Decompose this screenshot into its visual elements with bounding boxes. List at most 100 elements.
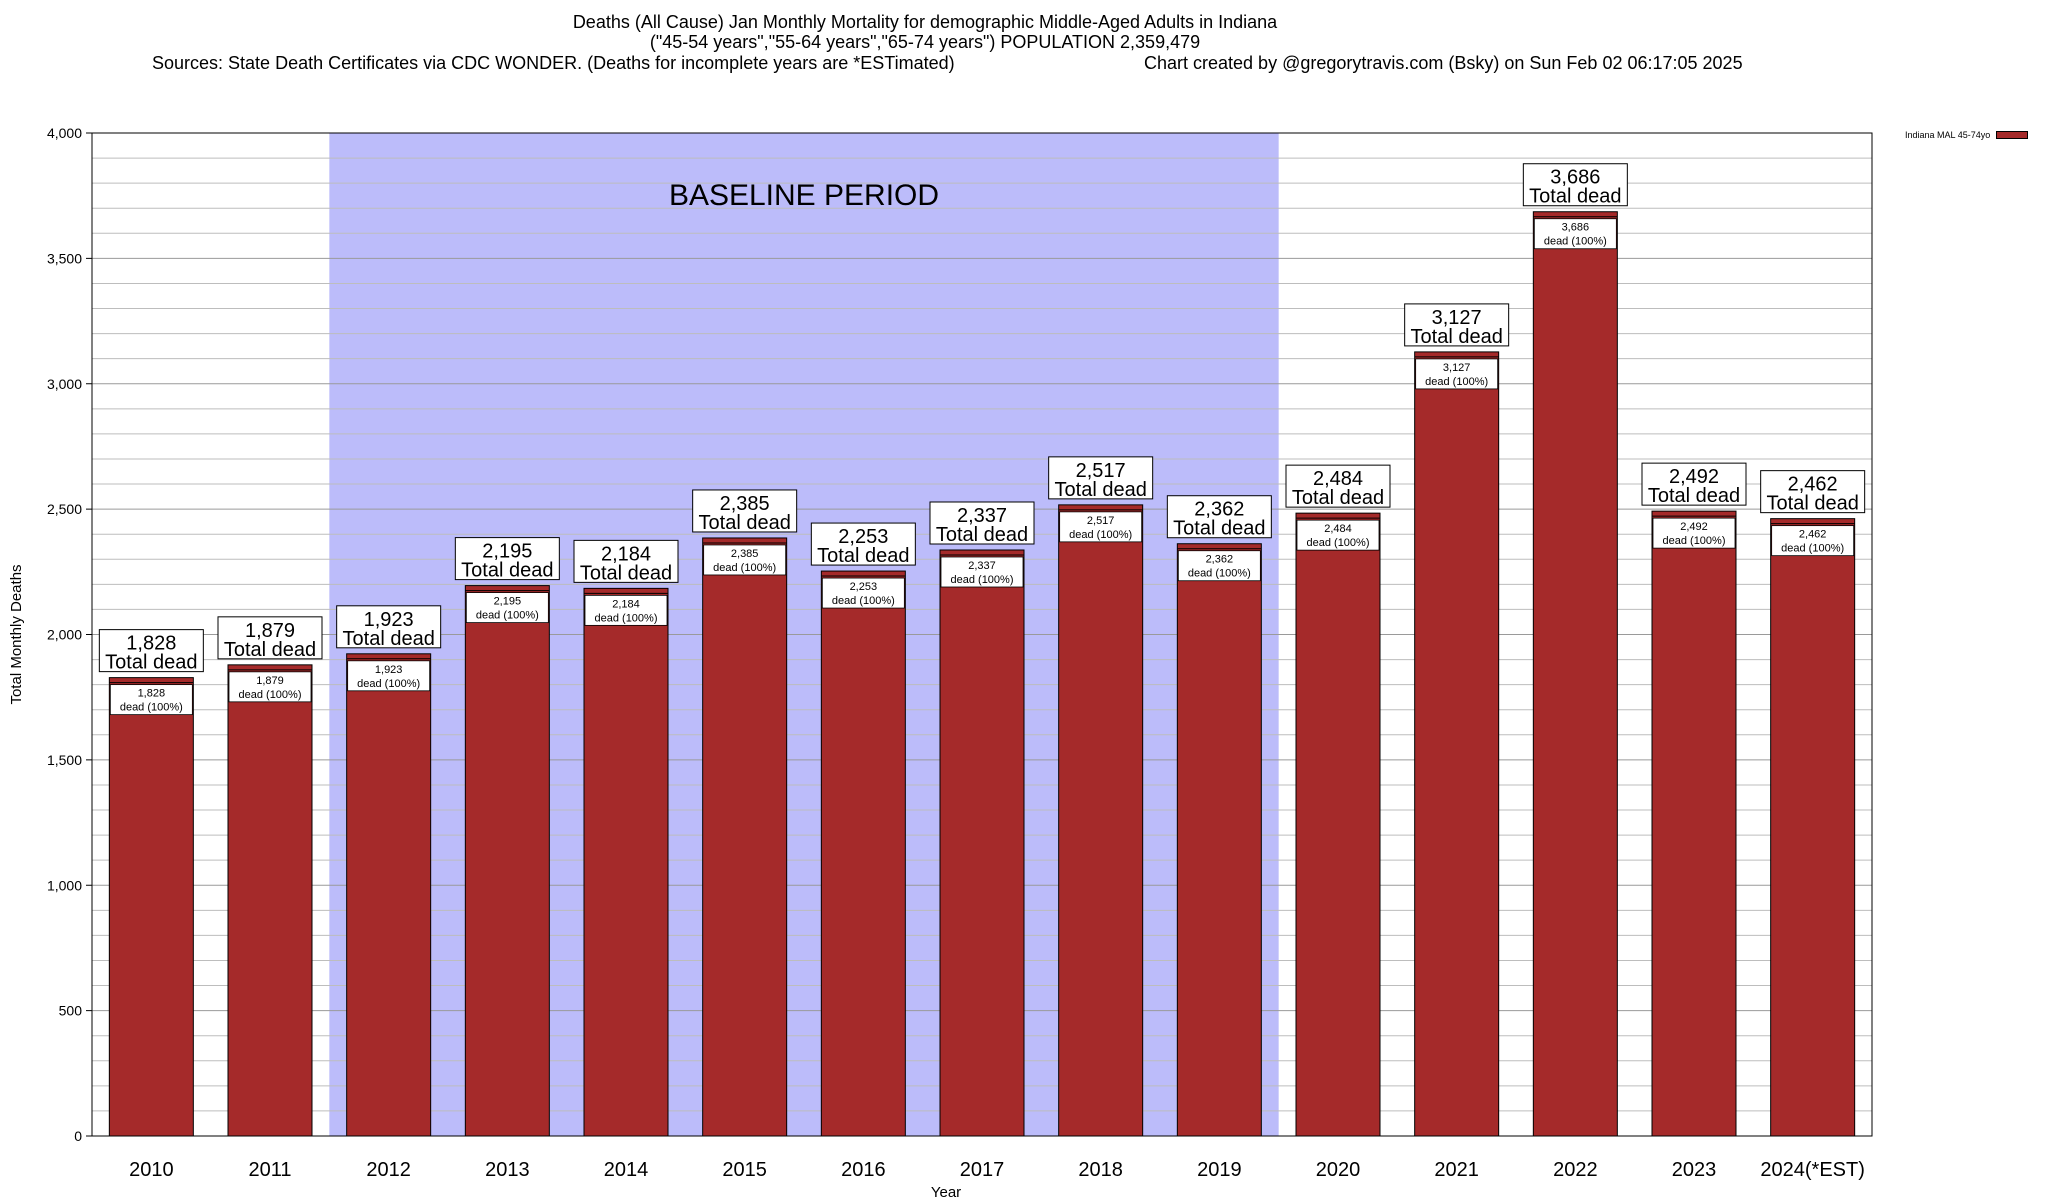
top-total-label: Total dead xyxy=(1767,493,1859,515)
top-total-label: Total dead xyxy=(105,652,197,674)
x-tick-label: 2011 xyxy=(248,1159,291,1181)
inner-percent-label: dead (100%) xyxy=(713,562,776,574)
x-tick-label: 2010 xyxy=(129,1159,174,1181)
inner-value-label: 3,127 xyxy=(1443,362,1471,374)
top-total-label: Total dead xyxy=(1529,186,1621,208)
inner-percent-label: dead (100%) xyxy=(239,689,302,701)
chart-credit: Chart created by @gregorytravis.com (Bsk… xyxy=(1144,53,1743,73)
inner-label-box xyxy=(465,592,549,624)
top-total-label: Total dead xyxy=(224,639,316,661)
inner-value-label: 2,184 xyxy=(612,598,640,610)
x-tick-label: 2012 xyxy=(366,1159,411,1181)
y-tick-label: 500 xyxy=(59,1003,83,1019)
legend-label: Indiana MAL 45-74yo xyxy=(1905,130,1991,140)
top-total-label: Total dead xyxy=(343,628,435,650)
y-tick-label: 2,500 xyxy=(47,501,82,517)
inner-label-box xyxy=(1415,358,1499,390)
legend-swatch xyxy=(1996,131,2029,139)
top-label-box xyxy=(217,616,323,660)
inner-value-label: 2,492 xyxy=(1680,521,1708,533)
x-tick-label: 2019 xyxy=(1197,1159,1242,1181)
x-tick-label: 2024(*EST) xyxy=(1760,1159,1865,1181)
bar xyxy=(464,585,550,1137)
top-label-box xyxy=(1048,456,1154,500)
top-total-label: Total dead xyxy=(817,545,909,567)
inner-value-label: 3,686 xyxy=(1562,222,1590,234)
inner-value-label: 1,828 xyxy=(138,688,166,700)
x-tick-label: 2021 xyxy=(1434,1159,1479,1181)
inner-label-box xyxy=(1296,519,1380,551)
bar xyxy=(1414,351,1500,1137)
inner-value-label: 1,923 xyxy=(375,664,403,676)
x-tick-label: 2016 xyxy=(841,1159,886,1181)
bar xyxy=(939,549,1025,1137)
y-tick-label: 1,500 xyxy=(47,752,82,768)
chart-title: Deaths (All Cause) Jan Monthly Mortality… xyxy=(572,12,1278,32)
inner-percent-label: dead (100%) xyxy=(1544,236,1607,248)
bar xyxy=(702,537,788,1137)
inner-value-label: 2,362 xyxy=(1206,554,1234,566)
top-label-box xyxy=(692,489,798,533)
bar xyxy=(820,570,906,1137)
inner-percent-label: dead (100%) xyxy=(832,595,895,607)
top-total-label: Total dead xyxy=(1292,487,1384,509)
y-axis-title: Total Monthly Deaths xyxy=(8,564,25,704)
top-value-label: 3,127 xyxy=(1432,307,1482,329)
top-total-label: Total dead xyxy=(1648,485,1740,507)
top-label-box xyxy=(336,605,442,649)
top-value-label: 1,923 xyxy=(364,609,414,631)
x-tick-label: 2017 xyxy=(960,1159,1005,1181)
inner-label-box xyxy=(703,544,787,576)
top-value-label: 2,517 xyxy=(1076,460,1126,482)
x-tick-label: 2023 xyxy=(1672,1159,1717,1181)
inner-label-box xyxy=(821,577,905,609)
bar xyxy=(227,664,313,1137)
top-total-label: Total dead xyxy=(580,562,672,584)
bar xyxy=(1651,510,1737,1137)
y-tick-label: 0 xyxy=(74,1128,82,1144)
top-label-box xyxy=(573,539,679,583)
inner-value-label: 2,195 xyxy=(494,596,522,608)
inner-percent-label: dead (100%) xyxy=(476,610,539,622)
inner-label-box xyxy=(1177,550,1261,582)
top-label-box xyxy=(1285,464,1391,508)
inner-label-box xyxy=(347,660,431,692)
top-label-box xyxy=(1166,495,1272,539)
top-value-label: 2,253 xyxy=(838,526,888,548)
inner-label-box xyxy=(228,671,312,703)
chart-legend: Indiana MAL 45-74yo xyxy=(1905,130,2029,140)
inner-label-box xyxy=(1533,218,1617,250)
inner-percent-label: dead (100%) xyxy=(951,574,1014,586)
bar xyxy=(108,677,194,1137)
x-tick-label: 2014 xyxy=(604,1159,649,1181)
inner-percent-label: dead (100%) xyxy=(1781,543,1844,555)
inner-value-label: 2,462 xyxy=(1799,529,1827,541)
top-value-label: 2,484 xyxy=(1313,468,1363,490)
bar xyxy=(1058,504,1144,1137)
x-tick-label: 2020 xyxy=(1316,1159,1361,1181)
top-label-box xyxy=(929,501,1035,545)
inner-percent-label: dead (100%) xyxy=(1663,535,1726,547)
inner-value-label: 2,337 xyxy=(968,560,996,572)
baseline-period-label: BASELINE PERIOD xyxy=(669,179,939,212)
y-tick-label: 2,000 xyxy=(47,627,82,643)
bar xyxy=(1532,211,1618,1137)
x-axis-title: Year xyxy=(931,1184,961,1200)
y-tick-label: 4,000 xyxy=(47,125,82,141)
top-value-label: 1,828 xyxy=(126,633,176,655)
top-total-label: Total dead xyxy=(1055,479,1147,501)
inner-percent-label: dead (100%) xyxy=(595,612,658,624)
inner-percent-label: dead (100%) xyxy=(1069,529,1132,541)
x-tick-label: 2013 xyxy=(485,1159,530,1181)
top-total-label: Total dead xyxy=(936,524,1028,546)
y-tick-label: 3,000 xyxy=(47,376,82,392)
inner-label-box xyxy=(109,684,193,716)
x-tick-label: 2018 xyxy=(1078,1159,1123,1181)
top-label-box xyxy=(454,537,560,581)
y-tick-label: 3,500 xyxy=(47,250,82,266)
top-label-box xyxy=(1641,462,1747,506)
inner-label-box xyxy=(584,594,668,626)
inner-value-label: 2,517 xyxy=(1087,515,1115,527)
inner-label-box xyxy=(1059,511,1143,543)
